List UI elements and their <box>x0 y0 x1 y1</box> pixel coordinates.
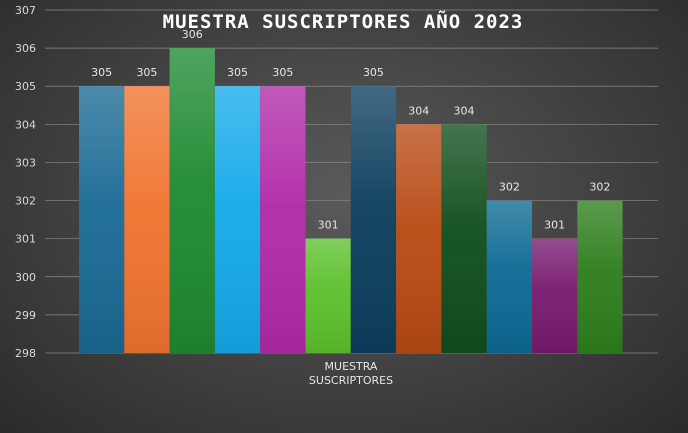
data-label-1: 305 <box>91 66 112 79</box>
bar-shading-1 <box>79 86 125 353</box>
bar-shading-8 <box>396 124 442 353</box>
chart-title: MUESTRA SUSCRIPTORES AÑO 2023 <box>163 9 524 33</box>
y-tick-label-303: 303 <box>15 156 36 169</box>
y-tick-label-298: 298 <box>15 347 36 360</box>
data-label-3: 306 <box>182 28 203 41</box>
bar-9 <box>441 124 487 353</box>
data-label-11: 301 <box>544 219 565 232</box>
y-tick-label-301: 301 <box>15 233 36 246</box>
bar-10 <box>486 200 532 353</box>
bar-shading-10 <box>486 200 532 353</box>
data-label-10: 302 <box>499 181 520 194</box>
data-label-5: 305 <box>272 66 293 79</box>
y-tick-label-307: 307 <box>15 4 36 17</box>
bar-shading-9 <box>441 124 487 353</box>
bar-7 <box>350 86 397 353</box>
bar-6 <box>305 238 351 353</box>
bar-2 <box>124 86 170 353</box>
bar-shading-11 <box>532 238 578 353</box>
y-tick-label-306: 306 <box>15 42 36 55</box>
y-tick-label-299: 299 <box>15 309 36 322</box>
y-tick-label-304: 304 <box>15 118 36 131</box>
data-label-8: 304 <box>408 104 429 117</box>
bar-8 <box>396 124 442 353</box>
data-label-7: 305 <box>363 66 384 79</box>
bar-11 <box>532 238 578 353</box>
y-tick-label-302: 302 <box>15 195 36 208</box>
bar-shading-4 <box>214 86 261 353</box>
data-label-9: 304 <box>454 104 475 117</box>
bar-12 <box>577 200 623 353</box>
bars <box>79 48 623 353</box>
bar-shading-6 <box>305 238 351 353</box>
data-label-12: 302 <box>589 181 610 194</box>
data-labels: 305 305 306 305 305 301 305 304 304 302 301 302 <box>91 28 610 232</box>
data-label-6: 301 <box>318 219 339 232</box>
data-label-2: 305 <box>136 66 157 79</box>
data-label-4: 305 <box>227 66 248 79</box>
bar-4 <box>214 86 261 353</box>
bar-shading-7 <box>350 86 397 353</box>
bar-5 <box>260 86 306 353</box>
bar-shading-2 <box>124 86 170 353</box>
bar-1 <box>79 86 125 353</box>
bar-shading-3 <box>169 48 215 353</box>
y-axis-ticks: 298 299 300 301 302 303 304 305 306 307 <box>15 4 36 360</box>
y-tick-label-300: 300 <box>15 271 36 284</box>
category-label-line-1: MUESTRA <box>325 360 378 373</box>
bar-shading-12 <box>577 200 623 353</box>
y-tick-label-305: 305 <box>15 80 36 93</box>
bar-3 <box>169 48 215 353</box>
category-label-line-2: SUSCRIPTORES <box>309 374 393 387</box>
bar-shading-5 <box>260 86 306 353</box>
